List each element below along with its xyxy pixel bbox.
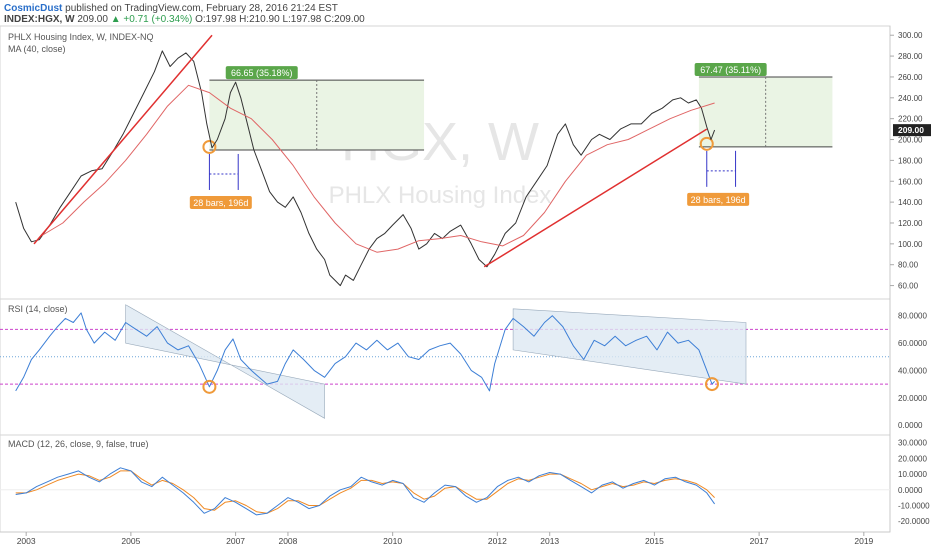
close-value: C:209.00 [324,14,365,25]
price-tick-label: 220.00 [898,115,923,124]
change-value: +0.71 (+0.34%) [123,14,193,25]
measure-label-1: 66.65 (35.18%) [231,68,293,78]
price-tick-label: 160.00 [898,177,923,186]
measure-label-bg-2 [694,62,767,76]
price-legend: PHLX Housing Index, W, INDEX-NQ [8,32,154,42]
macd-legend: MACD (12, 26, close, 9, false, true) [8,439,149,449]
x-tick-label: 2015 [645,536,664,546]
author-name[interactable]: CosmicDust [4,3,63,14]
x-tick-label: 2019 [854,536,873,546]
high-value: H:210.90 [239,14,280,25]
bars-label-1: 28 bars, 196d [193,198,248,208]
price-tick-label: 80.00 [898,261,919,270]
measure-label-2: 67.47 (35.11%) [700,65,761,75]
macd-tick-label: -20.0000 [898,517,930,526]
price-line [15,50,716,287]
ma-legend: MA (40, close) [8,44,66,54]
x-tick-label: 2003 [17,536,36,546]
x-tick-label: 2017 [750,536,769,546]
rsi-line [15,312,715,392]
price-tick-label: 200.00 [898,136,923,145]
last-price-label-bg [893,124,931,137]
macd-tick-label: 20.0000 [898,454,927,463]
price-marker-circle-2 [699,136,714,151]
trendline-2 [483,128,708,268]
x-tick-label: 2012 [488,536,507,546]
trendline-1 [33,34,213,245]
x-tick-label: 2013 [540,536,559,546]
x-tick-label: 2007 [226,536,245,546]
open-value: O:197.98 [195,14,237,25]
bars-label-2: 28 bars, 196d [691,195,746,205]
measure-box-2 [698,76,833,147]
axes: 300.00 280.00 260.00 240.00 220.00 200.00 180.… [17,31,931,546]
published-text: published on TradingView.com, February 2… [65,3,338,14]
price-tick-label: 100.00 [898,240,923,249]
price-tick-label: 60.00 [898,282,919,291]
watermark-name: PHLX Housing Index [329,182,552,209]
rsi-tick-label: 40.0000 [898,366,927,375]
macd-tick-label: 0.0000 [898,486,923,495]
macd-tick-label: 10.0000 [898,470,927,479]
price-tick-label: 280.00 [898,52,923,61]
macd-pane-frame [0,434,891,533]
last-price-label: 209.00 [898,125,924,135]
price-plot [15,34,716,287]
symbol-label: INDEX:HGX, W [4,14,75,25]
pane-frames [0,25,891,533]
macd-tick-label: -10.0000 [898,501,930,510]
rsi-marker-circle-1 [202,379,217,394]
rsi-channel-1 [125,304,325,419]
macd-line [15,467,716,516]
bars-label-bg-2 [687,192,750,206]
price-tick-label: 240.00 [898,94,923,103]
x-tick-label: 2008 [278,536,297,546]
rsi-marker-circle-2 [705,377,719,392]
last-price: 209.00 [77,14,108,25]
price-tick-label: 300.00 [898,31,923,40]
measure-box-1 [209,80,425,150]
rsi-legend: RSI (14, close) [8,304,68,314]
macd-plot [0,467,890,516]
rsi-tick-label: 20.0000 [898,394,927,403]
ma-line [41,84,715,253]
up-arrow-icon: ▲ [110,14,121,25]
rsi-tick-label: 0.0000 [898,421,923,430]
chart-header: CosmicDust published on TradingView.com,… [0,0,932,26]
macd-tick-label: 30.0000 [898,439,927,448]
price-tick-label: 140.00 [898,198,923,207]
rsi-channel-2 [512,308,747,385]
measure-boxes[interactable]: 66.65 (35.18%) 28 bars, 196d 67.47 (35.11%… [189,62,833,209]
measure-label-bg-1 [225,66,298,80]
rsi-plot [0,304,890,419]
x-tick-label: 2010 [383,536,402,546]
price-marker-circle-1 [202,139,217,154]
price-tick-label: 180.00 [898,156,923,165]
x-tick-label: 2005 [121,536,140,546]
price-tick-label: 120.00 [898,219,923,228]
bars-label-bg-1 [189,195,252,209]
price-tick-label: 260.00 [898,73,923,82]
rsi-tick-label: 80.0000 [898,312,927,321]
signal-line [15,470,715,514]
rsi-tick-label: 60.0000 [898,339,927,348]
low-value: L:197.98 [282,14,322,25]
